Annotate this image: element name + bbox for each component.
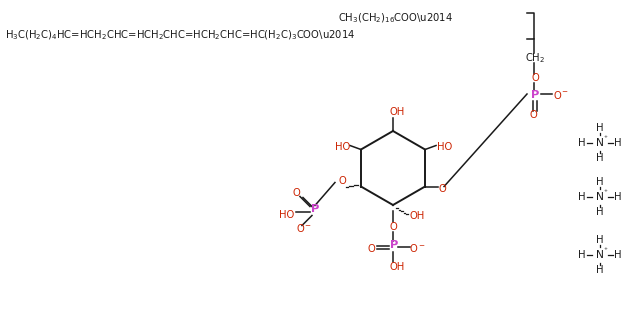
Text: N: N bbox=[596, 138, 604, 148]
Text: H: H bbox=[596, 123, 604, 133]
Text: −: − bbox=[304, 223, 310, 229]
Text: O: O bbox=[553, 91, 561, 101]
Text: O: O bbox=[368, 244, 376, 254]
Text: CH$_3$(CH$_2$)$_{16}$COO\u2014: CH$_3$(CH$_2$)$_{16}$COO\u2014 bbox=[338, 11, 453, 25]
Text: OH: OH bbox=[389, 107, 404, 117]
Text: H: H bbox=[579, 138, 586, 148]
Text: H: H bbox=[596, 265, 604, 275]
Text: OH: OH bbox=[410, 211, 425, 221]
Text: O: O bbox=[438, 183, 446, 193]
Text: HO: HO bbox=[437, 142, 452, 151]
Text: H: H bbox=[579, 250, 586, 260]
Text: OH: OH bbox=[389, 262, 404, 272]
Text: ⁺: ⁺ bbox=[604, 136, 608, 142]
Text: N: N bbox=[596, 250, 604, 260]
Text: P: P bbox=[531, 90, 540, 100]
Text: H$_3$C(H$_2$C)$_4$HC=HCH$_2$CHC=HCH$_2$CHC=HCH$_2$CHC=HC(H$_2$C)$_3$COO\u2014: H$_3$C(H$_2$C)$_4$HC=HCH$_2$CHC=HCH$_2$C… bbox=[5, 28, 355, 42]
Text: P: P bbox=[390, 240, 398, 250]
Text: O: O bbox=[297, 224, 305, 234]
Text: H: H bbox=[614, 192, 621, 202]
Text: O: O bbox=[531, 73, 539, 83]
Text: HO: HO bbox=[335, 142, 350, 151]
Text: N: N bbox=[596, 192, 604, 202]
Text: −: − bbox=[418, 243, 424, 249]
Text: H: H bbox=[596, 177, 604, 187]
Text: O: O bbox=[410, 244, 418, 254]
Text: H: H bbox=[596, 235, 604, 245]
Text: H: H bbox=[614, 138, 621, 148]
Text: H: H bbox=[596, 153, 604, 163]
Text: HO: HO bbox=[279, 209, 294, 219]
Text: P: P bbox=[311, 203, 319, 214]
Text: O: O bbox=[530, 110, 538, 120]
Text: O: O bbox=[390, 222, 397, 232]
Text: ⁺: ⁺ bbox=[604, 190, 608, 196]
Text: O: O bbox=[293, 187, 301, 198]
Text: H: H bbox=[614, 250, 621, 260]
Text: ⁺: ⁺ bbox=[604, 248, 608, 254]
Text: −: − bbox=[561, 89, 567, 95]
Text: H: H bbox=[579, 192, 586, 202]
Text: O: O bbox=[339, 176, 347, 187]
Text: H: H bbox=[596, 207, 604, 217]
Text: CH$_2$: CH$_2$ bbox=[525, 51, 545, 65]
